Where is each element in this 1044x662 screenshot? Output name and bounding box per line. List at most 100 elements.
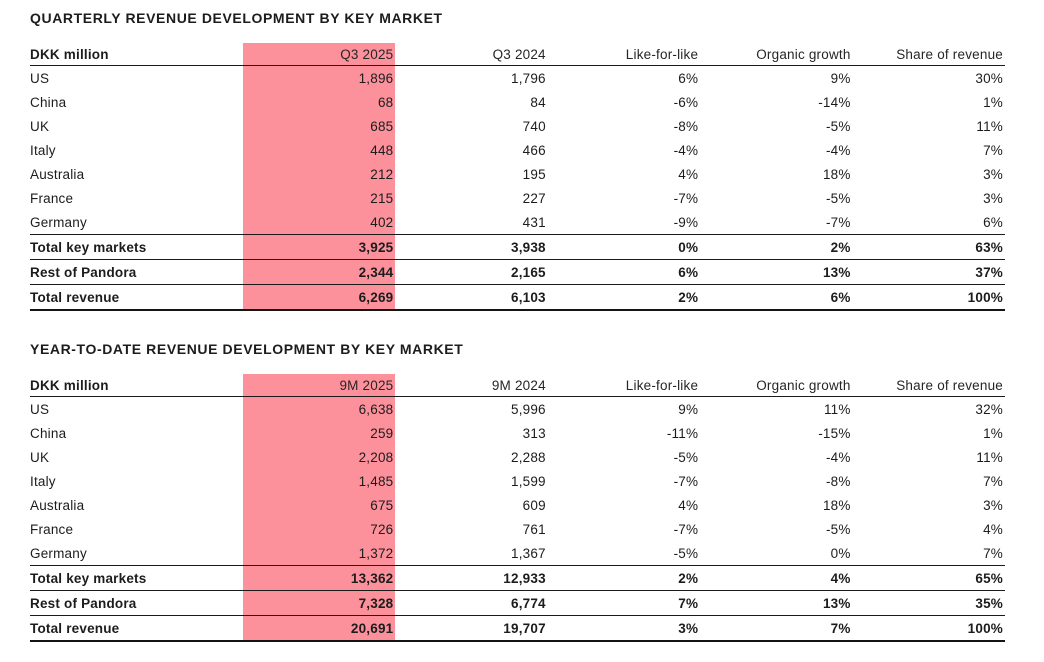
value-cell: 466	[522, 142, 546, 158]
value-cell: 6%	[700, 284, 853, 311]
value-cell: 65%	[852, 565, 1005, 591]
value-cell: 1,372	[243, 541, 396, 566]
value-cell: 1,796	[510, 70, 546, 86]
row-label: Australia	[30, 497, 85, 513]
row-label: Total key markets	[30, 565, 243, 591]
column-header: Q3 2025	[243, 43, 396, 66]
value-cell: 4%	[678, 166, 699, 182]
value-cell: 6,638	[243, 396, 396, 421]
value-cell: 2%	[547, 565, 701, 591]
row-label: Australia	[30, 166, 85, 182]
value-cell: 18%	[822, 166, 851, 182]
value-cell: -8%	[673, 118, 699, 134]
value-cell: 2%	[547, 284, 701, 311]
row-label: US	[30, 70, 50, 86]
value-cell: -15%	[818, 425, 851, 441]
row-label: Total revenue	[30, 615, 243, 642]
value-cell: 13%	[700, 590, 853, 616]
column-header: 9M 2024	[395, 374, 548, 397]
ytd-table-title: YEAR-TO-DATE REVENUE DEVELOPMENT BY KEY …	[30, 341, 464, 357]
value-cell: 7%	[983, 545, 1003, 561]
value-cell: 2%	[700, 234, 853, 260]
row-label: UK	[30, 118, 50, 134]
value-cell: 6%	[678, 70, 699, 86]
table-row: Italy 1,485 1,599 -7% -8% 7%	[30, 469, 1005, 493]
value-cell: 212	[243, 162, 396, 186]
table-row: France 215 227 -7% -5% 3%	[30, 186, 1005, 210]
value-cell: 675	[243, 493, 396, 517]
value-cell: -7%	[673, 190, 699, 206]
value-cell: -5%	[825, 521, 851, 537]
value-cell: -4%	[825, 142, 851, 158]
row-label: Italy	[30, 142, 56, 158]
value-cell: 13,362	[243, 565, 396, 591]
value-cell: 685	[243, 114, 396, 138]
value-cell: 11%	[976, 118, 1003, 134]
value-cell: 5,996	[510, 401, 546, 417]
column-header: Share of revenue	[852, 374, 1005, 397]
value-cell: 1%	[983, 94, 1003, 110]
value-cell: 761	[522, 521, 546, 537]
row-label: France	[30, 521, 74, 537]
value-cell: 6,269	[243, 284, 396, 311]
value-cell: 1%	[983, 425, 1003, 441]
table-row: Australia 212 195 4% 18% 3%	[30, 162, 1005, 186]
row-label: China	[30, 94, 67, 110]
value-cell: 6%	[983, 214, 1003, 230]
value-cell: 195	[522, 166, 546, 182]
value-cell: 1,485	[243, 469, 396, 493]
value-cell: 2,165	[395, 259, 548, 285]
value-cell: -4%	[825, 449, 851, 465]
column-header: 9M 2025	[243, 374, 396, 397]
table-row: Germany 402 431 -9% -7% 6%	[30, 210, 1005, 235]
quarterly-table-body: US 1,896 1,796 6% 9% 30% China 68 84 -6% -14% 1% UK 6…	[30, 65, 1005, 311]
value-cell: 1,599	[510, 473, 546, 489]
value-cell: 259	[243, 421, 396, 445]
value-cell: 726	[243, 517, 396, 541]
value-cell: 13%	[700, 259, 853, 285]
ytd-table-body: US 6,638 5,996 9% 11% 32% China 259 313 -11% -15% 1…	[30, 396, 1005, 642]
quarterly-revenue-table: DKK million Q3 2025 Q3 2024 Like-for-like Or…	[30, 43, 1005, 311]
value-cell: -14%	[818, 94, 851, 110]
value-cell: -4%	[673, 142, 699, 158]
value-cell: -5%	[825, 190, 851, 206]
value-cell: 7%	[547, 590, 701, 616]
value-cell: 3%	[983, 190, 1003, 206]
value-cell: 1,367	[510, 545, 546, 561]
value-cell: 4%	[700, 565, 853, 591]
value-cell: 4%	[678, 497, 699, 513]
value-cell: 20,691	[243, 615, 396, 642]
value-cell: 2,208	[243, 445, 396, 469]
row-label: Italy	[30, 473, 56, 489]
value-cell: 63%	[852, 234, 1005, 260]
value-cell: 12,933	[395, 565, 548, 591]
value-cell: -5%	[825, 118, 851, 134]
value-cell: 6%	[547, 259, 701, 285]
value-cell: 2,344	[243, 259, 396, 285]
ytd-table-header: DKK million 9M 2025 9M 2024 Like-for-like Or…	[30, 374, 1005, 397]
header-row: DKK million 9M 2025 9M 2024 Like-for-like Or…	[30, 374, 1005, 397]
value-cell: 7%	[983, 142, 1003, 158]
value-cell: 84	[530, 94, 546, 110]
row-label: US	[30, 401, 50, 417]
value-cell: 215	[243, 186, 396, 210]
column-header: Organic growth	[700, 43, 853, 66]
value-cell: 100%	[852, 284, 1005, 311]
row-label: Germany	[30, 545, 87, 561]
value-cell: 30%	[975, 70, 1003, 86]
column-header: Q3 2024	[395, 43, 548, 66]
table-row: Rest of Pandora 7,328 6,774 7% 13% 35%	[30, 590, 1005, 616]
column-header: Share of revenue	[852, 43, 1005, 66]
table-row: US 6,638 5,996 9% 11% 32%	[30, 396, 1005, 421]
value-cell: 609	[522, 497, 546, 513]
column-header: Like-for-like	[547, 374, 701, 397]
row-label: China	[30, 425, 67, 441]
table-row: France 726 761 -7% -5% 4%	[30, 517, 1005, 541]
row-label: Total revenue	[30, 284, 243, 311]
table-row: US 1,896 1,796 6% 9% 30%	[30, 65, 1005, 90]
value-cell: 448	[243, 138, 396, 162]
value-cell: 0%	[547, 234, 701, 260]
row-label: Total key markets	[30, 234, 243, 260]
value-cell: 7%	[983, 473, 1003, 489]
